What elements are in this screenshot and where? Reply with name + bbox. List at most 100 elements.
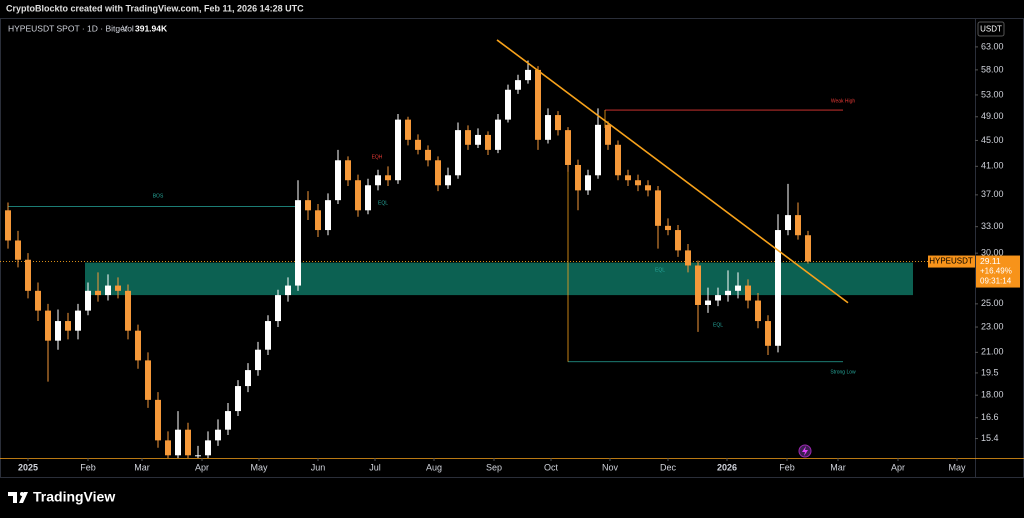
candle-body xyxy=(775,230,781,346)
y-tick-label: 18.00 xyxy=(981,390,1004,400)
candle-body xyxy=(465,130,471,145)
y-tick-label: 30.00 xyxy=(981,248,1004,258)
candle-body xyxy=(395,119,401,181)
candle-body xyxy=(245,370,251,387)
candle-body xyxy=(325,200,331,231)
y-tick-label: 63.00 xyxy=(981,41,1004,51)
candle-body xyxy=(415,139,421,150)
candle-body xyxy=(305,200,311,211)
candle-body xyxy=(275,295,281,322)
price-tag-countdown: 09:31:14 xyxy=(980,277,1012,286)
candle-body xyxy=(185,429,191,456)
candle-body xyxy=(345,160,351,181)
candle-body xyxy=(195,455,201,457)
alert-icon[interactable] xyxy=(798,444,812,458)
caption: CryptoBlockto created with TradingView.c… xyxy=(6,3,304,13)
x-tick-label: Jul xyxy=(369,462,381,472)
candle-body xyxy=(725,290,731,296)
candle-body xyxy=(385,175,391,181)
brand: TradingView xyxy=(33,489,115,505)
candle-body xyxy=(285,285,291,296)
candle-body xyxy=(785,215,791,231)
candle-body xyxy=(145,360,151,400)
volume-value: 391.94K xyxy=(135,23,168,33)
candle-body xyxy=(685,250,691,266)
annotation-label: BOS xyxy=(153,193,164,199)
candle-body xyxy=(85,290,91,311)
candle-body xyxy=(155,399,161,441)
candle-body xyxy=(585,175,591,191)
y-tick-label: 41.00 xyxy=(981,161,1004,171)
candle-body xyxy=(65,321,71,331)
candle-body xyxy=(215,429,221,441)
logo-dot xyxy=(20,492,24,496)
candle-body xyxy=(755,300,761,322)
candle-body xyxy=(615,144,621,176)
annotation-label: Weak High xyxy=(831,98,856,104)
x-tick-label: 2025 xyxy=(18,462,38,472)
price-tag-change: +16.49% xyxy=(980,267,1012,276)
candle-body xyxy=(505,89,511,120)
alert-bolt xyxy=(802,446,808,456)
x-tick-label: 2026 xyxy=(717,462,737,472)
y-tick-label: 16.6 xyxy=(981,412,999,422)
currency-box[interactable] xyxy=(977,21,1005,37)
x-tick-label: Feb xyxy=(779,462,795,472)
x-tick-label: Sep xyxy=(486,462,502,472)
candle-body xyxy=(705,300,711,305)
volume-label: Vol xyxy=(122,23,134,33)
candle-body xyxy=(25,259,31,291)
demand-zone xyxy=(85,262,913,296)
annotation-label: EQL xyxy=(378,200,388,206)
y-tick-label: 33.00 xyxy=(981,221,1004,231)
annotation-label: EQH xyxy=(372,154,383,160)
plot-area xyxy=(0,39,975,458)
candle-body xyxy=(605,124,611,145)
currency: USDT xyxy=(980,25,1002,34)
candle-body xyxy=(745,285,751,301)
y-tick-label: 21.00 xyxy=(981,347,1004,357)
candle-body xyxy=(95,290,101,296)
y-tick-label: 15.4 xyxy=(981,433,999,443)
candle-body xyxy=(355,180,361,211)
symbol-tag xyxy=(928,255,975,268)
candle-body xyxy=(545,115,551,140)
candle-body xyxy=(255,349,261,371)
candle-body xyxy=(445,175,451,186)
y-tick-label: 49.00 xyxy=(981,111,1004,121)
candle-body xyxy=(135,330,141,361)
candle-body xyxy=(485,134,491,150)
candle-body xyxy=(555,115,561,131)
price-tag xyxy=(976,255,1020,288)
candle-body xyxy=(315,210,321,231)
symbol-tag-text: HYPEUSDT xyxy=(929,257,973,266)
trendline xyxy=(496,39,849,304)
y-tick-label: 25.00 xyxy=(981,298,1004,308)
candle-body xyxy=(765,321,771,346)
candle-body xyxy=(35,290,41,311)
candle-body xyxy=(735,285,741,291)
x-tick-label: Mar xyxy=(830,462,846,472)
candle-body xyxy=(535,69,541,140)
footer-logo xyxy=(8,492,28,503)
x-tick-label: Apr xyxy=(891,462,905,472)
candle-body xyxy=(805,235,811,262)
candle-body xyxy=(695,265,701,305)
candle-body xyxy=(335,160,341,201)
candle-body xyxy=(125,290,131,331)
candle-body xyxy=(165,440,171,456)
candle-body xyxy=(295,200,301,286)
candle-body xyxy=(525,69,531,81)
y-tick-label: 37.00 xyxy=(981,189,1004,199)
y-tick-label: 45.00 xyxy=(981,135,1004,145)
candle-body xyxy=(175,429,181,456)
candle-body xyxy=(115,285,121,291)
candle-body xyxy=(45,310,51,341)
candle-body xyxy=(435,160,441,186)
candle-body xyxy=(105,285,111,296)
candle-body xyxy=(5,210,11,241)
candle-body xyxy=(475,134,481,145)
x-tick-label: Nov xyxy=(602,462,619,472)
